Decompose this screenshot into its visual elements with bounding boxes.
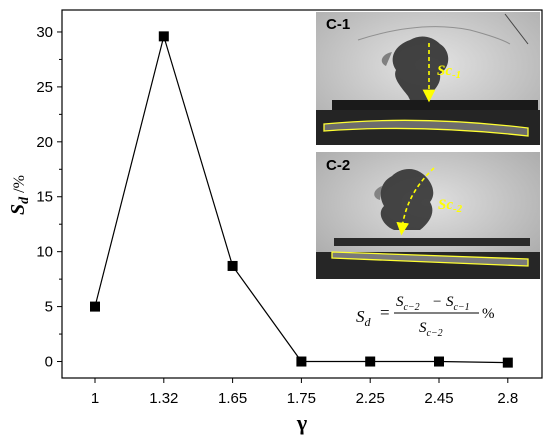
data-point-1_32 bbox=[158, 31, 169, 42]
inset-photo-c1: C-1 Sc-1 bbox=[316, 12, 540, 145]
data-point-2_8 bbox=[502, 357, 513, 368]
c1-top-wire bbox=[504, 13, 529, 45]
y-axis-title: Sd /% bbox=[7, 175, 32, 215]
y-tick-label: 20 bbox=[36, 134, 53, 151]
data-point-1_65 bbox=[227, 260, 238, 271]
x-tick-label: 1 bbox=[91, 390, 99, 407]
data-point-2_45 bbox=[434, 356, 444, 367]
inset-label-c2: C-2 bbox=[326, 157, 350, 174]
y-tick-label: 5 bbox=[45, 299, 53, 316]
plot-area bbox=[61, 9, 543, 379]
x-tick-label: 1.32 bbox=[149, 390, 178, 407]
formula-unit: % bbox=[482, 306, 495, 322]
formula-denominator: Sc−2 bbox=[419, 320, 443, 339]
data-point-2_25 bbox=[365, 356, 376, 367]
c1-plate-outline bbox=[323, 119, 529, 137]
y-tick-label: 10 bbox=[36, 244, 53, 261]
data-point-1 bbox=[90, 301, 100, 312]
c2-path-arrow bbox=[396, 167, 435, 236]
inset-label-c1: C-1 bbox=[326, 16, 350, 33]
x-tick-label: 2.45 bbox=[424, 390, 453, 407]
y-tick-label: 0 bbox=[45, 354, 53, 371]
formula-numerator-a: Sc−2 bbox=[396, 294, 420, 313]
x-axis-title: γ bbox=[296, 410, 307, 435]
inset-photo-c2: C-2 Sc-2 bbox=[316, 152, 540, 279]
formula-lhs: Sd bbox=[356, 307, 372, 329]
c2-plate-outline bbox=[331, 251, 529, 267]
path-label-c1: Sc-1 bbox=[437, 63, 461, 81]
path-label-c2: Sc-2 bbox=[438, 197, 463, 215]
formula-equals: = bbox=[380, 303, 390, 322]
formula-numerator-b: Sc−1 bbox=[446, 294, 470, 313]
data-point-1_75 bbox=[296, 356, 307, 367]
x-tick-label: 2.8 bbox=[497, 390, 518, 407]
y-tick-label: 15 bbox=[36, 189, 53, 206]
c1-smoke-plume bbox=[392, 36, 449, 100]
y-tick-label: 25 bbox=[36, 79, 53, 96]
c2-smoke-plume bbox=[380, 169, 434, 230]
y-tick-label: 30 bbox=[36, 24, 53, 41]
formula-annotation: Sd = Sc−2 − Sc−1 Sc−2 % bbox=[356, 294, 495, 339]
x-tick-label: 1.75 bbox=[287, 390, 316, 407]
formula-minus: − bbox=[433, 294, 441, 310]
x-tick-label: 2.25 bbox=[356, 390, 385, 407]
x-tick-label: 1.65 bbox=[218, 390, 247, 407]
